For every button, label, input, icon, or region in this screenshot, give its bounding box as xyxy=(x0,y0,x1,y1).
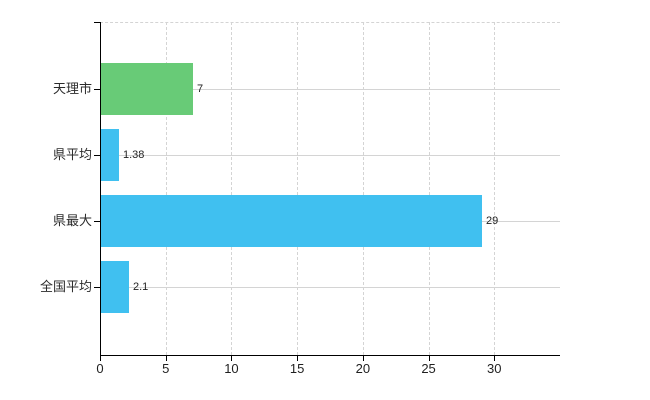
y-axis-tick xyxy=(94,155,100,156)
x-axis-tick xyxy=(362,355,364,361)
category-label: 県平均 xyxy=(52,147,92,162)
gridline-vertical xyxy=(165,22,167,355)
plot-top-border xyxy=(100,22,560,23)
x-axis-tick xyxy=(231,355,233,361)
bar[interactable] xyxy=(101,63,193,115)
bar[interactable] xyxy=(101,195,482,247)
gridline-vertical xyxy=(362,22,364,355)
gridline-horizontal xyxy=(100,155,560,156)
bar[interactable] xyxy=(101,261,129,313)
x-axis-tick xyxy=(494,355,496,361)
category-label: 県最大 xyxy=(52,213,92,228)
bar-value-label: 1.38 xyxy=(123,149,145,161)
x-axis-tick xyxy=(428,355,430,361)
x-axis-tick xyxy=(100,355,101,361)
category-label: 天理市 xyxy=(52,81,92,96)
bar-value-label: 29 xyxy=(486,215,499,227)
bar-value-label: 2.1 xyxy=(133,281,149,293)
bar-value-label: 7 xyxy=(197,83,204,95)
y-axis-line xyxy=(100,22,101,361)
y-axis-tick xyxy=(94,89,100,90)
gridline-horizontal xyxy=(100,89,560,90)
y-axis-end-tick xyxy=(94,22,100,23)
category-label: 全国平均 xyxy=(39,279,92,294)
x-tick-label: 20 xyxy=(355,361,371,376)
x-tick-label: 10 xyxy=(224,361,239,376)
gridline-vertical xyxy=(231,22,233,355)
gridline-horizontal xyxy=(100,287,560,288)
y-axis-tick xyxy=(94,221,100,222)
x-tick-label: 5 xyxy=(162,361,170,376)
x-axis-tick xyxy=(165,355,167,361)
x-tick-label: 0 xyxy=(96,361,104,376)
y-axis-tick xyxy=(94,287,100,288)
x-tick-label: 15 xyxy=(289,361,305,376)
gridline-vertical xyxy=(428,22,430,355)
x-tick-label: 30 xyxy=(487,361,502,376)
gridline-vertical xyxy=(297,22,299,355)
x-axis-tick xyxy=(297,355,299,361)
gridline-vertical xyxy=(494,22,496,355)
bar[interactable] xyxy=(101,129,119,181)
x-axis-line xyxy=(100,355,560,356)
x-tick-label: 25 xyxy=(421,361,436,376)
